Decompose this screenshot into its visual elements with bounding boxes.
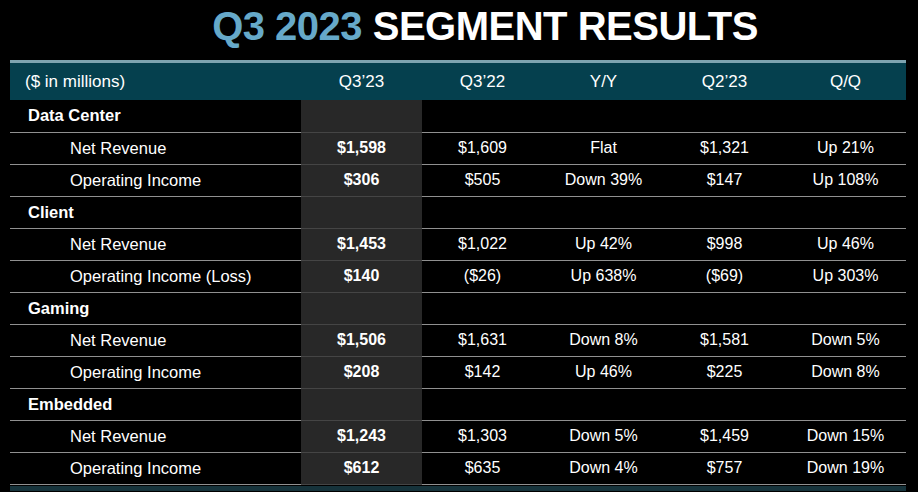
table-row: Operating Income (Loss) $140 ($26) Up 63… (10, 260, 906, 292)
segment-results-table: ($ in millions) Q3’23 Q3’22 Y/Y Q2’23 Q/… (10, 60, 906, 485)
cell-q2-23: $1,581 (664, 324, 785, 356)
cell-q2-23: $998 (664, 228, 785, 260)
cell-yy: Up 46% (543, 356, 664, 388)
table-row: Operating Income $306 $505 Down 39% $147… (10, 164, 906, 196)
row-label: Net Revenue (10, 420, 301, 452)
table-row: Net Revenue $1,598 $1,609 Flat $1,321 Up… (10, 132, 906, 164)
section-name: Gaming (10, 292, 301, 324)
cell-qq: Down 15% (785, 420, 906, 452)
cell-q3-22: ($26) (422, 260, 543, 292)
cell-q2-23: $1,459 (664, 420, 785, 452)
cell-qq: Up 21% (785, 132, 906, 164)
col-header-q2-23: Q2’23 (664, 62, 785, 101)
highlight-spacer (301, 100, 422, 132)
cell-qq: Down 19% (785, 452, 906, 484)
cell-q2-23: $225 (664, 356, 785, 388)
table-row: Net Revenue $1,506 $1,631 Down 8% $1,581… (10, 324, 906, 356)
cell-qq: Up 46% (785, 228, 906, 260)
cell-yy: Up 42% (543, 228, 664, 260)
section-spacer (422, 100, 906, 132)
cell-yy: Flat (543, 132, 664, 164)
highlight-spacer (301, 196, 422, 228)
cell-q3-22: $1,022 (422, 228, 543, 260)
row-label: Operating Income (10, 452, 301, 484)
cell-q3-23: $208 (301, 356, 422, 388)
table-row: Net Revenue $1,453 $1,022 Up 42% $998 Up… (10, 228, 906, 260)
section-name: Client (10, 196, 301, 228)
cell-q3-23: $1,453 (301, 228, 422, 260)
cell-qq: Up 108% (785, 164, 906, 196)
cell-yy: Down 5% (543, 420, 664, 452)
cell-q3-23: $1,506 (301, 324, 422, 356)
table-row: Operating Income $612 $635 Down 4% $757 … (10, 452, 906, 484)
title-quarter: Q3 2023 (212, 4, 362, 48)
cell-q3-22: $1,303 (422, 420, 543, 452)
cell-yy: Down 4% (543, 452, 664, 484)
section-row-client: Client (10, 196, 906, 228)
cell-q2-23: ($69) (664, 260, 785, 292)
cell-yy: Down 8% (543, 324, 664, 356)
section-name: Embedded (10, 388, 301, 420)
col-header-q3-22: Q3’22 (422, 62, 543, 101)
title-rest: SEGMENT RESULTS (362, 4, 758, 48)
cell-q3-22: $1,631 (422, 324, 543, 356)
row-label: Net Revenue (10, 228, 301, 260)
col-header-q3-23: Q3’23 (301, 62, 422, 101)
cell-q3-22: $635 (422, 452, 543, 484)
highlight-spacer (301, 388, 422, 420)
cell-q3-23: $140 (301, 260, 422, 292)
section-row-data-center: Data Center (10, 100, 906, 132)
section-row-gaming: Gaming (10, 292, 906, 324)
table-row: Net Revenue $1,243 $1,303 Down 5% $1,459… (10, 420, 906, 452)
slide: Q3 2023 SEGMENT RESULTS ($ in millions) … (0, 0, 918, 492)
col-header-yy: Y/Y (543, 62, 664, 101)
cell-q3-22: $505 (422, 164, 543, 196)
section-spacer (422, 388, 906, 420)
row-label: Net Revenue (10, 324, 301, 356)
section-name: Data Center (10, 100, 301, 132)
cell-q3-22: $142 (422, 356, 543, 388)
row-label: Operating Income (10, 356, 301, 388)
cell-yy: Up 638% (543, 260, 664, 292)
cell-qq: Up 303% (785, 260, 906, 292)
table-row: Operating Income $208 $142 Up 46% $225 D… (10, 356, 906, 388)
cell-q3-23: $1,598 (301, 132, 422, 164)
table-header-row: ($ in millions) Q3’23 Q3’22 Y/Y Q2’23 Q/… (10, 62, 906, 101)
cell-q2-23: $147 (664, 164, 785, 196)
col-header-qq: Q/Q (785, 62, 906, 101)
page-title: Q3 2023 SEGMENT RESULTS (0, 0, 918, 60)
cell-q2-23: $757 (664, 452, 785, 484)
section-row-embedded: Embedded (10, 388, 906, 420)
cell-q3-22: $1,609 (422, 132, 543, 164)
cell-qq: Down 8% (785, 356, 906, 388)
row-label: Net Revenue (10, 132, 301, 164)
cell-q3-23: $306 (301, 164, 422, 196)
highlight-spacer (301, 292, 422, 324)
section-spacer (422, 292, 906, 324)
section-spacer (422, 196, 906, 228)
cell-q3-23: $1,243 (301, 420, 422, 452)
cell-q2-23: $1,321 (664, 132, 785, 164)
row-label: Operating Income (10, 164, 301, 196)
cell-q3-23: $612 (301, 452, 422, 484)
unit-label: ($ in millions) (10, 62, 301, 101)
cell-qq: Down 5% (785, 324, 906, 356)
bottom-accent-bar (10, 486, 906, 491)
row-label: Operating Income (Loss) (10, 260, 301, 292)
cell-yy: Down 39% (543, 164, 664, 196)
